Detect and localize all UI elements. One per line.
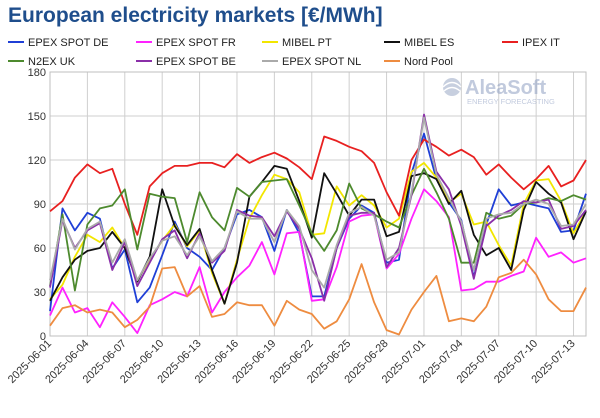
legend-item: MIBEL ES: [384, 37, 454, 49]
y-tick-label: 150: [28, 111, 46, 123]
legend-item: EPEX SPOT DE: [8, 37, 109, 49]
legend-label: MIBEL ES: [404, 37, 454, 49]
series-line: [49, 135, 587, 236]
legend-item: Nord Pool: [384, 56, 453, 68]
legend-label: EPEX SPOT NL: [282, 56, 361, 68]
legend-label: IPEX IT: [522, 37, 560, 49]
y-tick-label: 180: [28, 67, 46, 79]
series-nord-pool: [49, 258, 587, 336]
legend-item: EPEX SPOT FR: [136, 37, 236, 49]
legend-item: N2EX UK: [8, 56, 76, 68]
series-epex-spot-nl: [49, 116, 587, 289]
legend-label: Nord Pool: [404, 56, 453, 68]
legend-label: EPEX SPOT DE: [28, 37, 109, 49]
series-epex-spot-de: [49, 132, 587, 312]
legend-label: MIBEL PT: [282, 37, 332, 49]
legend-item: EPEX SPOT BE: [136, 56, 236, 68]
logo-name: AleaSoft: [465, 77, 546, 99]
y-tick-label: 30: [34, 287, 46, 299]
chart-title: European electricity markets [€/MWh]: [8, 4, 383, 27]
logo-tagline: ENERGY FORECASTING: [467, 97, 555, 106]
legend: EPEX SPOT DE EPEX SPOT FR MIBEL PT MIBEL ES…: [8, 37, 560, 68]
y-tick-label: 60: [34, 243, 46, 255]
legend-item: EPEX SPOT NL: [262, 56, 361, 68]
y-tick-label: 90: [34, 199, 46, 211]
y-tick-label: 120: [28, 155, 46, 167]
series-line: [49, 258, 587, 336]
y-tick-label: 0: [40, 331, 46, 343]
logo-icon-stripe: [443, 86, 461, 92]
legend-label: N2EX UK: [28, 56, 76, 68]
legend-label: EPEX SPOT BE: [156, 56, 236, 68]
legend-label: EPEX SPOT FR: [156, 37, 236, 49]
series-ipex-it: [49, 135, 587, 236]
logo-icon-stripe: [442, 81, 462, 88]
series-line: [49, 132, 587, 312]
legend-item: IPEX IT: [502, 37, 560, 49]
legend-item: MIBEL PT: [262, 37, 332, 49]
series-line: [49, 116, 587, 289]
